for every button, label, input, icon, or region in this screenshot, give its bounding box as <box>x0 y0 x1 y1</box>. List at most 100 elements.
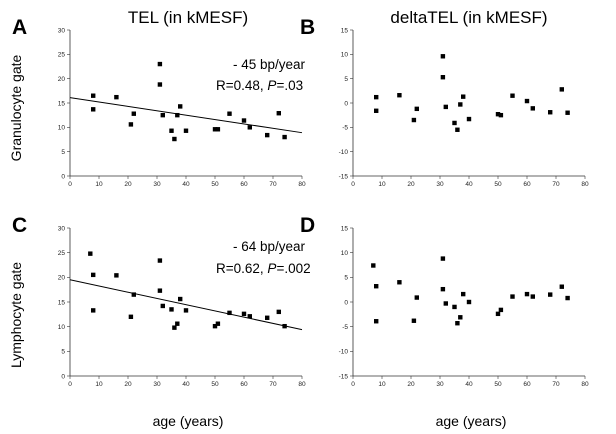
data-point-b <box>440 54 446 59</box>
y-tick-label-d: -10 <box>339 349 349 356</box>
y-tick-label-b: -5 <box>342 125 348 132</box>
x-tick-label-a: 0 <box>68 181 72 188</box>
data-point-d <box>458 315 463 320</box>
data-point-a <box>91 93 96 98</box>
data-point-d <box>510 294 515 299</box>
x-tick-label-d: 30 <box>436 381 444 388</box>
annotation-slope-a: - 45 bp/year <box>233 57 306 72</box>
data-point-b <box>461 94 466 99</box>
data-point-c <box>88 251 93 256</box>
data-point-c <box>169 307 174 312</box>
panel-letter-a: A <box>12 16 27 39</box>
x-tick-label-a: 30 <box>153 181 161 188</box>
x-tick-label-d: 80 <box>581 381 589 388</box>
data-point-c <box>157 258 163 263</box>
x-tick-label-c: 80 <box>298 381 306 388</box>
annotation-r-c: R=0.62, <box>216 261 267 276</box>
x-tick-label-b: 50 <box>494 181 502 188</box>
y-tick-label-a: 10 <box>58 125 66 132</box>
data-point-c <box>128 314 134 319</box>
data-point-d <box>455 321 460 326</box>
x-tick-label-b: 20 <box>407 181 415 188</box>
x-tick-label-b: 80 <box>581 181 589 188</box>
x-tick-label-a: 70 <box>269 181 277 188</box>
y-tick-label-a: 15 <box>58 100 66 107</box>
x-axis-label-left: age (years) <box>153 413 224 429</box>
y-tick-label-c: 20 <box>58 275 66 282</box>
x-tick-label-d: 0 <box>351 381 355 388</box>
data-point-b <box>530 106 535 111</box>
data-point-c <box>282 323 287 329</box>
x-tick-label-c: 40 <box>182 381 190 388</box>
annotation-stats-c: R=0.62, P=.002 <box>216 261 311 276</box>
y-tick-label-c: 30 <box>58 225 66 232</box>
data-point-c <box>227 310 232 316</box>
data-point-c <box>276 309 281 315</box>
data-point-c <box>175 321 180 326</box>
y-tick-label-c: 15 <box>58 299 66 306</box>
x-tick-label-a: 20 <box>124 181 132 188</box>
y-tick-label-b: 0 <box>344 100 348 107</box>
panel-letter-b: B <box>300 16 315 39</box>
x-tick-label-b: 30 <box>436 181 444 188</box>
y-tick-label-d: 10 <box>341 250 349 257</box>
x-axis-label-right: age (years) <box>436 413 507 429</box>
data-point-b <box>414 106 419 112</box>
x-tick-label-c: 70 <box>269 381 277 388</box>
data-point-a <box>227 111 232 116</box>
x-tick-label-d: 20 <box>407 381 415 388</box>
y-tick-label-b: -10 <box>339 149 349 156</box>
x-tick-label-a: 80 <box>298 181 306 188</box>
panel-c: C 0 5 10 15 20 25 30 0 10 20 30 40 50 60 70 80 <box>12 214 306 388</box>
data-point-a <box>91 107 96 112</box>
panel-letter-d: D <box>300 214 315 237</box>
data-point-a <box>178 104 183 109</box>
data-point-c <box>247 314 252 319</box>
data-point-d <box>411 318 417 323</box>
x-tick-label-d: 40 <box>465 381 473 388</box>
data-point-d <box>440 256 446 261</box>
data-point-b <box>452 120 457 126</box>
data-point-d <box>397 280 402 285</box>
y-tick-label-c: 5 <box>61 349 65 356</box>
data-point-a <box>131 111 136 116</box>
y-tick-label-d: 5 <box>344 275 348 282</box>
data-point-c <box>215 321 221 326</box>
data-point-d <box>565 295 570 301</box>
x-tick-label-d: 10 <box>378 381 386 388</box>
row-label-granulocyte: Granulocyte gate <box>8 54 24 161</box>
data-point-b <box>495 111 501 117</box>
x-tick-label-b: 40 <box>465 181 473 188</box>
y-tick-label-c: 0 <box>61 373 65 380</box>
data-point-c <box>91 272 96 278</box>
data-point-a <box>175 112 180 118</box>
panel-d: D -15 -10 -5 0 5 10 15 0 10 20 30 40 50 60 70 80 <box>300 214 589 388</box>
y-tick-label-a: 5 <box>61 149 65 156</box>
annotation-r-a: R=0.48, <box>216 78 267 93</box>
y-tick-label-d: 0 <box>344 299 348 306</box>
x-tick-label-a: 60 <box>240 181 248 188</box>
y-tick-label-a: 20 <box>58 76 66 83</box>
data-point-b <box>498 112 504 118</box>
data-point-a <box>241 118 247 123</box>
x-tick-label-c: 60 <box>240 381 248 388</box>
data-point-c <box>178 296 183 302</box>
x-tick-label-c: 0 <box>68 381 72 388</box>
panel-b: B -15 -10 -5 0 5 10 15 0 10 20 30 40 50 60 70 80 <box>300 16 589 188</box>
annotation-p-value-a: =.03 <box>276 78 303 93</box>
data-point-b <box>565 110 570 115</box>
data-point-a <box>282 134 287 140</box>
data-point-d <box>498 307 504 313</box>
y-tick-label-b: 10 <box>341 52 349 59</box>
data-point-d <box>443 301 448 306</box>
x-tick-label-b: 60 <box>523 181 531 188</box>
data-point-a <box>247 125 252 130</box>
panel-letter-c: C <box>12 214 27 237</box>
trendline-a <box>69 97 303 134</box>
data-point-a <box>114 94 119 100</box>
data-point-a <box>215 127 221 132</box>
x-tick-label-b: 70 <box>552 181 560 188</box>
data-point-b <box>548 110 553 115</box>
data-point-b <box>559 87 564 92</box>
